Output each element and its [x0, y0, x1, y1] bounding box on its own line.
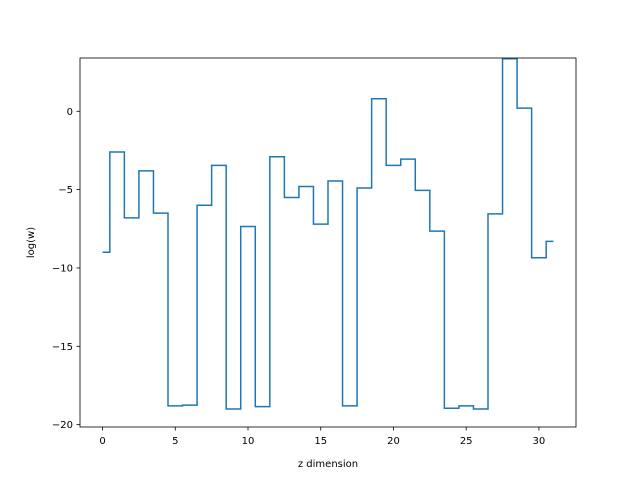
x-tick-label: 5: [172, 436, 178, 447]
y-tick-label: −15: [52, 342, 73, 353]
plot-area: [79, 57, 577, 428]
x-axis-label: z dimension: [298, 459, 358, 470]
y-tick-label: 0: [67, 107, 73, 118]
y-tick-label: −5: [58, 185, 73, 196]
x-tick-label: 10: [242, 436, 255, 447]
axes-frame: [79, 57, 577, 428]
y-axis-ticks: −20 −15 −10 −5 0: [52, 107, 80, 431]
x-tick-label: 30: [533, 436, 546, 447]
y-tick-label: −20: [52, 420, 73, 431]
x-tick-label: 25: [460, 436, 473, 447]
x-tick-label: 0: [99, 436, 105, 447]
x-tick-label: 15: [314, 436, 327, 447]
y-tick-label: −10: [52, 263, 73, 274]
series-line-0: [102, 58, 554, 410]
x-axis-ticks: 0 5 10 15 20 25 30: [99, 427, 545, 447]
y-axis-label: log(w): [26, 227, 37, 258]
x-tick-label: 20: [387, 436, 400, 447]
